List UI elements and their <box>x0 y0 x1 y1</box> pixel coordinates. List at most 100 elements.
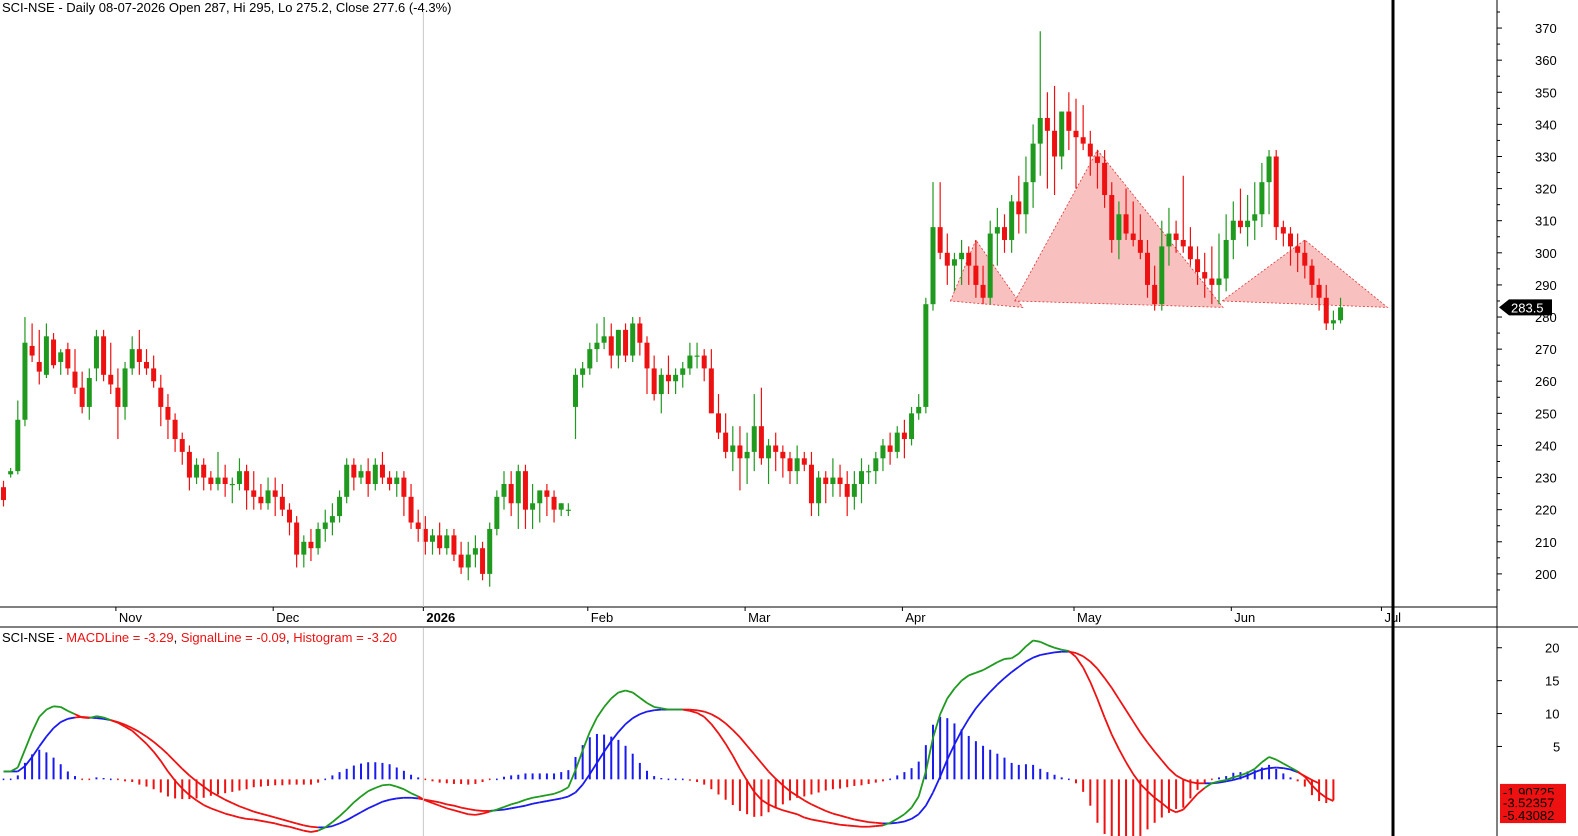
candle[interactable] <box>1152 265 1158 311</box>
candle[interactable] <box>1338 297 1344 324</box>
candle[interactable] <box>658 368 664 414</box>
candle[interactable] <box>565 503 571 517</box>
candle[interactable] <box>179 432 185 465</box>
candle[interactable] <box>144 349 149 375</box>
candle[interactable] <box>987 220 993 305</box>
candle[interactable] <box>72 349 78 395</box>
candle[interactable] <box>587 342 593 375</box>
candle[interactable] <box>108 342 114 395</box>
candle[interactable] <box>379 451 385 484</box>
candle[interactable] <box>687 342 693 375</box>
candle[interactable] <box>487 522 493 587</box>
candle[interactable] <box>415 509 421 542</box>
candle[interactable] <box>115 368 121 440</box>
candle[interactable] <box>773 432 779 472</box>
candle[interactable] <box>394 471 400 497</box>
candle[interactable] <box>1066 92 1072 151</box>
candle[interactable] <box>1202 252 1208 298</box>
candle[interactable] <box>751 394 757 472</box>
candle[interactable] <box>780 445 786 478</box>
candle[interactable] <box>308 528 314 562</box>
candle[interactable] <box>1016 175 1022 234</box>
candle[interactable] <box>301 535 307 568</box>
candle[interactable] <box>1195 246 1201 285</box>
candle[interactable] <box>437 522 443 555</box>
candle[interactable] <box>580 361 586 388</box>
candle[interactable] <box>744 432 750 484</box>
candle[interactable] <box>873 451 879 484</box>
candle[interactable] <box>294 516 300 568</box>
candle[interactable] <box>165 394 171 440</box>
candle[interactable] <box>630 317 636 362</box>
candle[interactable] <box>544 483 550 517</box>
candle[interactable] <box>808 451 814 517</box>
candle[interactable] <box>859 458 864 504</box>
candle[interactable] <box>601 317 607 350</box>
candle[interactable] <box>29 323 35 362</box>
candle[interactable] <box>272 477 278 517</box>
candle[interactable] <box>1316 278 1322 311</box>
candle[interactable] <box>1102 150 1108 208</box>
candle[interactable] <box>251 471 257 510</box>
candle[interactable] <box>794 445 800 484</box>
candle[interactable] <box>766 439 772 484</box>
candle[interactable] <box>43 323 49 379</box>
candle[interactable] <box>465 541 471 581</box>
candle[interactable] <box>901 419 907 459</box>
candle[interactable] <box>430 528 435 555</box>
candle[interactable] <box>1094 150 1100 189</box>
candle[interactable] <box>1245 195 1251 247</box>
candle[interactable] <box>887 432 893 465</box>
candle[interactable] <box>558 503 564 517</box>
candle[interactable] <box>93 329 99 382</box>
candle[interactable] <box>1295 233 1301 273</box>
candle[interactable] <box>701 349 707 382</box>
candle[interactable] <box>279 483 285 517</box>
candle[interactable] <box>208 471 214 491</box>
candle[interactable] <box>1052 85 1058 196</box>
candle[interactable] <box>222 464 228 497</box>
candle[interactable] <box>1 480 6 507</box>
candle[interactable] <box>1280 220 1286 247</box>
candle[interactable] <box>1166 207 1172 266</box>
candle[interactable] <box>358 464 364 484</box>
candle[interactable] <box>22 317 28 427</box>
candle[interactable] <box>1073 98 1079 189</box>
candle[interactable] <box>1044 92 1050 189</box>
candle[interactable] <box>451 528 457 562</box>
candle[interactable] <box>1216 233 1222 305</box>
candle[interactable] <box>1087 130 1093 176</box>
candle[interactable] <box>1237 188 1243 234</box>
candle[interactable] <box>787 451 793 484</box>
candle[interactable] <box>365 458 371 497</box>
candle[interactable] <box>1309 259 1315 298</box>
candle[interactable] <box>1187 227 1193 266</box>
candle[interactable] <box>594 323 600 362</box>
candle[interactable] <box>573 368 578 440</box>
candle[interactable] <box>215 451 221 491</box>
candle[interactable] <box>880 439 886 472</box>
candle[interactable] <box>551 490 557 523</box>
candle[interactable] <box>458 541 464 574</box>
candle[interactable] <box>501 471 507 510</box>
candle[interactable] <box>916 394 922 420</box>
candle[interactable] <box>315 522 321 555</box>
candle[interactable] <box>494 490 500 536</box>
candle[interactable] <box>158 374 164 427</box>
candle[interactable] <box>959 239 965 285</box>
candle[interactable] <box>101 329 107 382</box>
candle[interactable] <box>1173 220 1179 253</box>
candle[interactable] <box>236 458 242 491</box>
candle[interactable] <box>644 336 650 395</box>
candle[interactable] <box>244 464 250 510</box>
candle[interactable] <box>351 458 357 491</box>
candle[interactable] <box>122 361 128 420</box>
candle[interactable] <box>344 458 350 504</box>
candle[interactable] <box>258 483 264 510</box>
candle[interactable] <box>1109 182 1115 253</box>
candle[interactable] <box>730 426 736 472</box>
candle[interactable] <box>1259 162 1265 228</box>
candle[interactable] <box>194 458 200 484</box>
candle[interactable] <box>265 477 271 510</box>
candle[interactable] <box>680 361 686 388</box>
